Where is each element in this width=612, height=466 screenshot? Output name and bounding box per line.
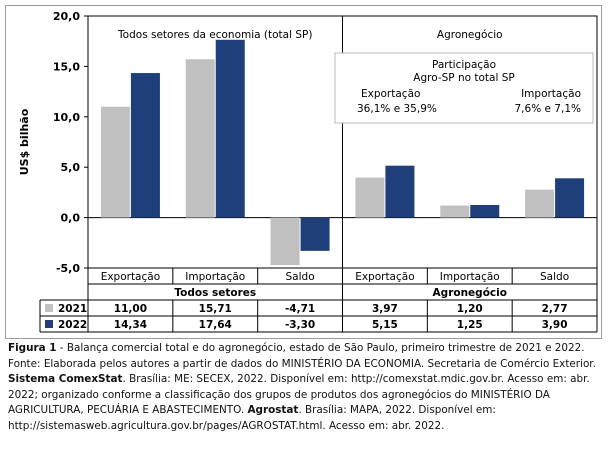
annotation-import-label: Importação [521,88,581,100]
figure-frame [5,5,602,339]
source-text-1: Fonte: Elaborada pelos autores a partir … [8,357,596,370]
y-axis-label: US$ bilhão [18,108,31,175]
figure-title: - Balança comercial total e do agronegóc… [56,342,585,354]
legend-swatch-2022 [45,320,53,328]
source-bold-2: Agrostat [247,404,299,417]
data-label: -3,30 [285,319,315,331]
data-label: 14,34 [114,319,147,331]
category-label: Exportação [355,271,414,283]
annotation-export-label: Exportação [361,88,420,100]
bar-2022 [215,39,245,218]
legend-swatch-2021 [45,304,53,312]
category-label: Importação [440,271,500,283]
legend-label-2022: 2022 [58,319,87,331]
bar-chart: 20,0 15,0 10,0 5,0 0,0 -5,0 US$ bilhão Todos se… [18,10,598,333]
bar-2021 [100,106,130,218]
y-tick-label: 15,0 [53,60,80,73]
figure-caption: Figura 1 - Balança comercial total e do … [8,341,604,435]
panel-title-agro: Agronegócio [437,29,503,41]
category-label: Saldo [286,271,315,283]
bar-2021 [525,189,555,218]
data-label: 1,25 [457,319,483,331]
annotation-import-value: 7,6% e 7,1% [515,103,582,115]
figure-label: Figura 1 [8,342,57,354]
data-label: 17,64 [199,319,232,331]
bar-2022 [555,178,585,218]
data-label: -4,71 [285,303,315,315]
category-label: Saldo [540,271,569,283]
source-text-2: . Brasília: ME: SECEX, 2022. Disponível … [8,373,590,417]
data-label: 3,90 [542,319,568,331]
y-tick-label: 10,0 [53,111,80,124]
bar-2022 [300,217,330,251]
annotation-title-2: Agro-SP no total SP [413,72,514,84]
source-text-3: . Brasília: MAPA, 2022. Disponível em: h… [8,404,496,432]
data-label: 15,71 [199,303,232,315]
data-label: 2,77 [542,303,568,315]
bar-2022 [130,73,160,218]
bar-2022 [470,205,500,218]
annotation-title-1: Participação [432,59,496,71]
annotation-export-value: 36,1% e 35,9% [357,103,437,115]
y-tick-label: 20,0 [53,10,80,23]
bar-2021 [355,177,385,218]
bar-2021 [270,217,300,266]
annotation-box [334,52,594,124]
category-label: Exportação [101,271,160,283]
panel-title-total: Todos setores da economia (total SP) [117,29,312,41]
data-label: 1,20 [457,303,483,315]
data-label: 3,97 [372,303,398,315]
source-bold-1: Sistema ComexStat [8,373,123,386]
y-tick-label: 5,0 [61,161,81,174]
data-label: 11,00 [114,303,147,315]
data-label: 5,15 [372,319,398,331]
bar-2021 [440,205,470,218]
legend-label-2021: 2021 [58,303,87,315]
group-label-total: Todos setores [174,287,256,299]
y-tick-label: 0,0 [61,212,81,225]
group-label-agro: Agronegócio [433,287,507,299]
y-tick-label: -5,0 [56,262,80,275]
bar-2021 [185,59,215,218]
category-label: Importação [185,271,245,283]
bar-2022 [385,165,415,218]
